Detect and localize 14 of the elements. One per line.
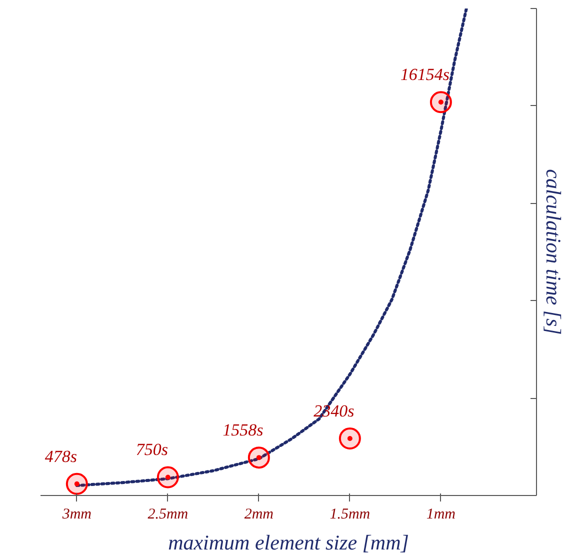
y-axis-title: calculation time [s]	[542, 169, 566, 335]
x-tick-label: 1mm	[426, 506, 456, 522]
point	[165, 474, 170, 480]
x-tick-label: 2.5mm	[148, 506, 188, 522]
x-tick-label: 2mm	[244, 506, 274, 522]
data-label: 1558s	[222, 420, 264, 440]
point	[256, 455, 262, 460]
x-tick-label: 3mm	[61, 506, 92, 522]
point	[74, 481, 80, 486]
data-label: 750s	[136, 440, 168, 460]
x-tick-label: 1.5mm	[330, 506, 370, 522]
x-axis-title: maximum element size [mm]	[168, 530, 409, 554]
data-label: 16154s	[400, 65, 450, 84]
data-label: 478s	[44, 446, 78, 466]
